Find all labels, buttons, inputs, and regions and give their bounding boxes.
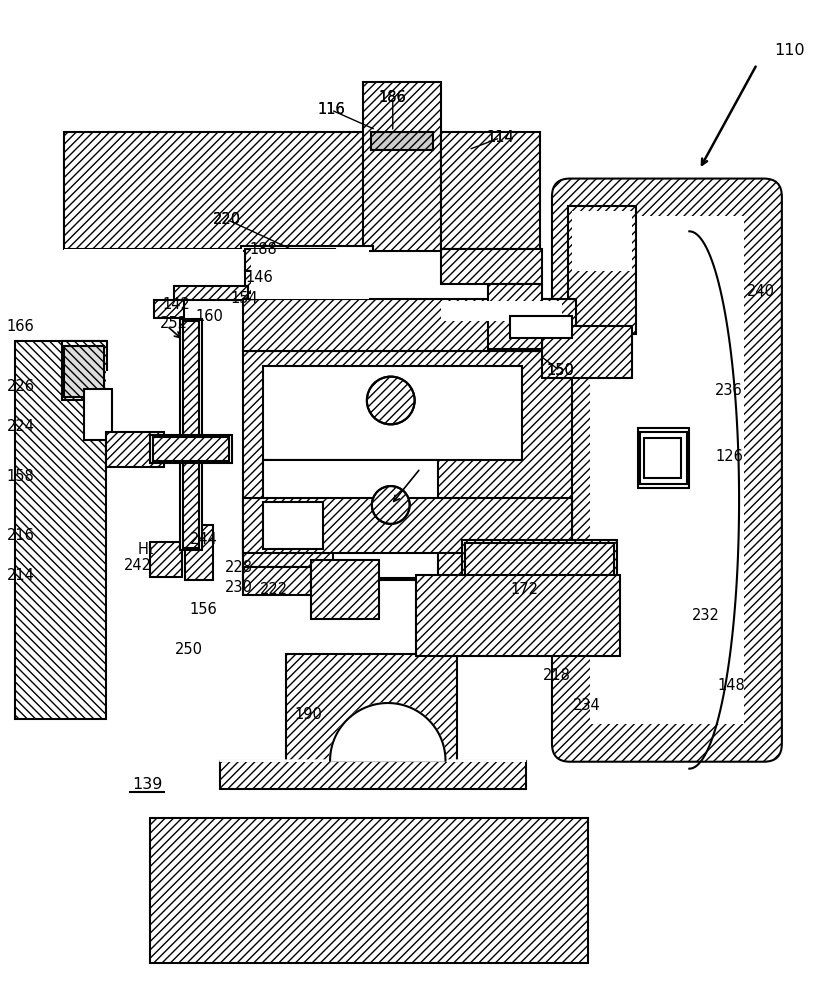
Bar <box>416 575 620 656</box>
Bar <box>644 438 681 478</box>
Bar <box>64 346 104 397</box>
Bar <box>14 341 106 719</box>
Bar <box>244 498 572 553</box>
Text: 150: 150 <box>546 363 574 378</box>
Text: 250: 250 <box>175 642 203 657</box>
Bar <box>180 319 202 550</box>
Text: 226: 226 <box>7 379 34 394</box>
Circle shape <box>372 486 410 524</box>
Text: 216: 216 <box>7 528 34 543</box>
Bar <box>640 432 687 484</box>
FancyBboxPatch shape <box>552 179 782 762</box>
Text: 142: 142 <box>163 297 190 312</box>
Text: 214: 214 <box>7 568 34 583</box>
Bar <box>185 525 213 580</box>
Text: 148: 148 <box>717 678 745 693</box>
Bar <box>506 299 576 351</box>
Text: 158: 158 <box>7 469 34 484</box>
Text: 190: 190 <box>294 707 322 722</box>
Bar <box>153 437 229 461</box>
Text: 230: 230 <box>225 580 252 595</box>
Bar <box>244 535 333 567</box>
Bar <box>441 249 542 284</box>
Text: 234: 234 <box>573 698 600 713</box>
Text: 114: 114 <box>486 130 514 145</box>
Text: 186: 186 <box>379 90 407 105</box>
Bar <box>244 567 311 595</box>
Text: 156: 156 <box>190 602 217 617</box>
Text: 224: 224 <box>7 419 34 434</box>
Text: 139: 139 <box>132 777 162 792</box>
Bar <box>263 502 323 549</box>
Text: 186: 186 <box>379 90 407 105</box>
Text: 172: 172 <box>510 582 539 597</box>
Text: 166: 166 <box>7 319 34 334</box>
Bar <box>371 132 433 150</box>
Bar <box>245 271 303 293</box>
Text: 242: 242 <box>124 558 152 573</box>
Text: H₁: H₁ <box>138 542 154 557</box>
Bar <box>64 249 244 331</box>
Bar <box>241 246 373 251</box>
Text: 244: 244 <box>190 532 218 547</box>
Text: 228: 228 <box>225 560 252 575</box>
Bar <box>220 761 526 789</box>
Bar <box>363 82 441 251</box>
Bar <box>441 301 562 321</box>
Polygon shape <box>220 703 526 761</box>
Bar <box>84 389 112 440</box>
Bar <box>150 435 231 463</box>
Text: 126: 126 <box>716 449 743 464</box>
Text: 222: 222 <box>260 582 287 597</box>
Text: 240: 240 <box>747 284 775 299</box>
Bar <box>542 326 631 378</box>
Bar <box>263 460 438 578</box>
Bar <box>63 341 107 400</box>
Text: 188: 188 <box>250 242 277 257</box>
Text: 116: 116 <box>317 102 345 117</box>
Bar <box>463 540 617 595</box>
Bar <box>465 543 614 592</box>
Bar <box>245 249 335 271</box>
Bar <box>590 216 744 724</box>
Text: 218: 218 <box>543 668 571 683</box>
Bar <box>568 206 635 334</box>
Text: 150: 150 <box>546 363 574 378</box>
Bar <box>174 286 249 300</box>
Text: 160: 160 <box>195 309 224 324</box>
Bar <box>244 351 572 580</box>
Text: 116: 116 <box>317 102 345 117</box>
Text: 252: 252 <box>159 316 188 331</box>
Text: 154: 154 <box>230 291 258 306</box>
Bar <box>150 818 588 963</box>
Bar <box>251 249 369 299</box>
Bar <box>64 132 373 249</box>
Circle shape <box>367 377 415 424</box>
Bar <box>150 542 182 577</box>
Bar <box>106 371 111 430</box>
Bar <box>106 432 164 467</box>
Text: 220: 220 <box>212 212 240 227</box>
Text: 232: 232 <box>692 608 720 623</box>
Bar <box>572 211 631 271</box>
Text: 146: 146 <box>245 270 273 285</box>
Text: 114: 114 <box>486 130 514 145</box>
Text: 220: 220 <box>212 212 240 227</box>
Bar <box>441 132 540 249</box>
Bar <box>510 316 572 338</box>
Bar <box>154 300 184 318</box>
Bar <box>286 654 458 766</box>
Bar <box>488 284 542 349</box>
Bar <box>263 366 522 460</box>
Bar <box>244 299 562 351</box>
Bar <box>638 428 690 488</box>
Text: 110: 110 <box>774 43 805 58</box>
Bar <box>183 321 199 548</box>
Bar <box>311 560 379 619</box>
Text: 236: 236 <box>716 383 743 398</box>
